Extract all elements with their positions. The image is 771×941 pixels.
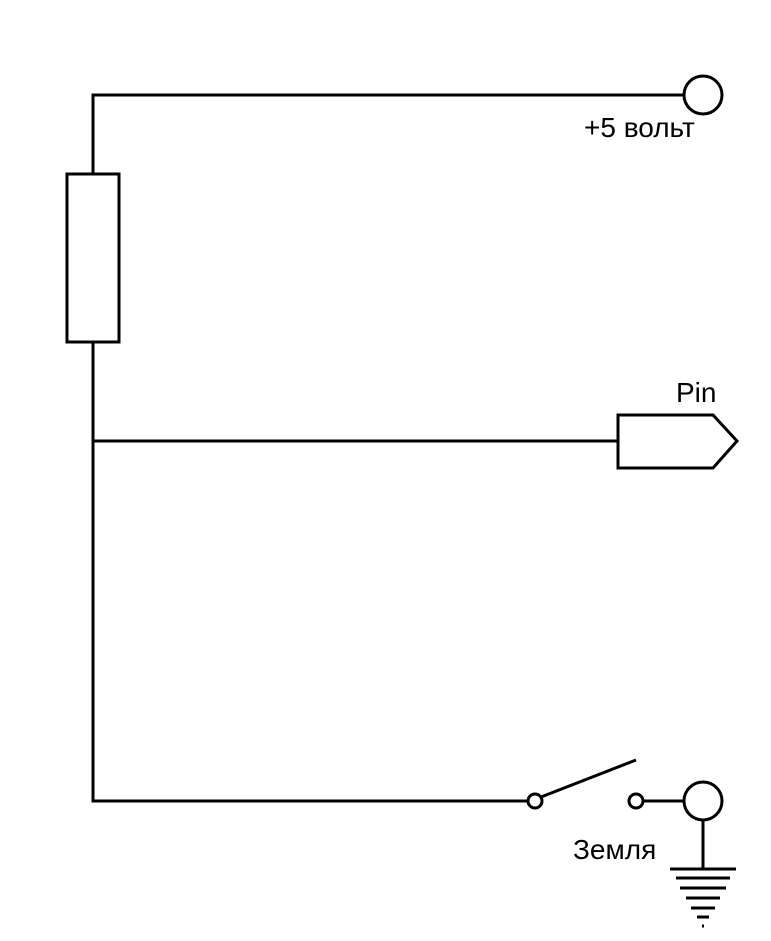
switch-contact-left [526, 792, 544, 810]
pin-connector [616, 413, 740, 470]
supply-terminal [682, 74, 724, 116]
pin-label: Pin [676, 377, 716, 408]
switch-contact-right [627, 792, 645, 810]
ground-label: Земля [573, 834, 656, 865]
switch-lever [540, 758, 637, 799]
main-vertical-wire [91, 342, 528, 803]
ground-terminal [682, 780, 724, 822]
supply-label: +5 вольт [584, 112, 695, 143]
supply-wire [91, 93, 684, 174]
ground-icon [670, 867, 736, 928]
resistor [65, 172, 121, 344]
